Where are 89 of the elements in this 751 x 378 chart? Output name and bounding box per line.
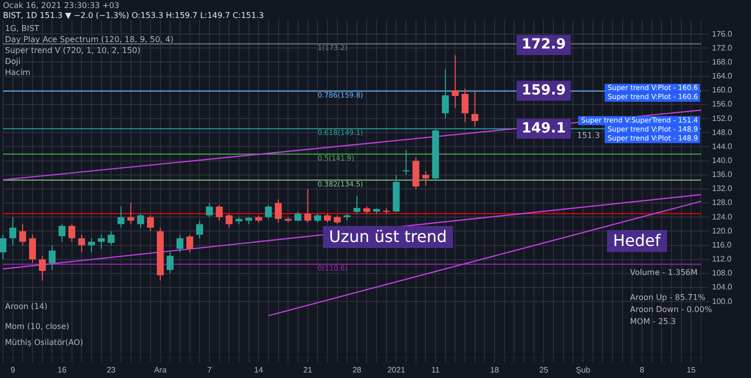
x-tick-label: 9 bbox=[10, 365, 16, 374]
candlestick bbox=[442, 68, 449, 120]
x-tick-label: 28 bbox=[352, 365, 362, 374]
y-tick-label: 104.0 bbox=[712, 282, 733, 292]
annotation: Müthiş Osilatör(AO) bbox=[5, 338, 84, 348]
y-tick-label: 148.0 bbox=[712, 128, 733, 137]
y-tick-label: 176.0 bbox=[712, 29, 733, 38]
annotation: Super trend V (720, 1, 10, 2, 150) bbox=[5, 46, 140, 56]
x-tick-label: 7 bbox=[207, 365, 212, 374]
annotation: Doji bbox=[5, 57, 20, 67]
candlestick bbox=[0, 234, 6, 260]
candlestick bbox=[274, 199, 282, 223]
y-tick-label: 124.0 bbox=[712, 212, 733, 222]
candlestick bbox=[88, 238, 95, 253]
annotation: 159.9 bbox=[522, 82, 566, 98]
candlestick bbox=[196, 220, 204, 239]
annotation: Uzun üst trend bbox=[323, 226, 453, 248]
y-tick-label: 128.0 bbox=[712, 198, 733, 208]
candlestick bbox=[462, 88, 468, 123]
candlestick bbox=[176, 234, 184, 253]
candlestick bbox=[186, 234, 194, 253]
y-tick-label: 144.0 bbox=[712, 142, 733, 151]
annotation: MOM - 25.3 bbox=[630, 317, 676, 327]
candlestick bbox=[48, 244, 56, 270]
y-tick-label: 116.0 bbox=[712, 240, 732, 250]
candlestick bbox=[294, 211, 302, 222]
x-tick-label: 2021 bbox=[387, 365, 406, 374]
y-tick-label: 152.0 bbox=[712, 114, 733, 123]
x-tick-label: Ara bbox=[154, 365, 168, 374]
candlestick bbox=[108, 230, 115, 246]
annotation: Day Play Ace Spectrum (120, 18, 9, 50, 4) bbox=[5, 35, 174, 45]
text: Ocak 16, 2021 23:30:33 +03 bbox=[3, 1, 120, 11]
y-tick-label: 120.0 bbox=[712, 226, 733, 236]
annotation: 151.3 bbox=[577, 131, 600, 141]
candlestick bbox=[304, 188, 312, 223]
x-tick-label: 8 bbox=[640, 365, 645, 374]
x-tick-label: 16 bbox=[58, 365, 67, 374]
y-tick-label: 108.0 bbox=[712, 268, 733, 278]
candlestick bbox=[137, 213, 144, 228]
x-tick-label: 25 bbox=[539, 365, 549, 374]
y-tick-label: 112.0 bbox=[712, 254, 732, 264]
y-tick-label: 160.0 bbox=[712, 86, 733, 95]
x-tick-label: Şub bbox=[576, 365, 591, 374]
annotation: Aroon (14) bbox=[5, 302, 48, 312]
candlestick bbox=[422, 170, 430, 186]
x-tick-label: 23 bbox=[106, 365, 116, 374]
x-tick-label: 21 bbox=[303, 365, 313, 374]
y-tick-label: 136.0 bbox=[712, 170, 733, 180]
annotation: Aroon Up - 85.71% bbox=[630, 293, 706, 303]
y-tick-label: 140.0 bbox=[712, 156, 733, 166]
candlestick bbox=[9, 216, 16, 246]
candlestick bbox=[147, 214, 154, 232]
y-tick-label: 156.0 bbox=[712, 100, 733, 109]
x-tick-label: 14 bbox=[254, 365, 264, 374]
x-tick-label: 11 bbox=[431, 365, 440, 374]
candlestick bbox=[98, 234, 105, 250]
candlestick bbox=[206, 202, 213, 218]
x-tick-label: 15 bbox=[686, 365, 696, 374]
candlestick bbox=[68, 224, 76, 242]
candlestick bbox=[38, 255, 46, 281]
y-tick-label: 164.0 bbox=[712, 72, 733, 81]
text: 1G, BIST bbox=[5, 24, 40, 34]
candlestick bbox=[58, 224, 66, 242]
annotation: Hacim bbox=[5, 68, 30, 78]
candlestick bbox=[78, 234, 86, 253]
y-tick-label: 132.0 bbox=[712, 184, 733, 194]
y-tick-label: 172.0 bbox=[712, 43, 733, 52]
candlestick bbox=[29, 234, 36, 264]
candlestick bbox=[402, 150, 410, 176]
candlestick bbox=[264, 204, 272, 220]
candlestick bbox=[353, 196, 360, 214]
candlestick bbox=[471, 90, 478, 128]
candlestick bbox=[216, 204, 223, 222]
candlestick bbox=[19, 224, 26, 246]
x-tick-label: 18 bbox=[490, 365, 500, 374]
candlestick bbox=[118, 206, 124, 228]
annotation: Aroon Down - 0.00% bbox=[630, 305, 712, 315]
candlestick bbox=[127, 202, 134, 225]
annotation: 149.1 bbox=[522, 120, 566, 136]
candlestick bbox=[452, 54, 459, 108]
annotation: Mom (10, close) bbox=[5, 322, 70, 332]
annotation: 172.9 bbox=[522, 36, 566, 53]
y-tick-label: 168.0 bbox=[712, 57, 733, 66]
annotation: Hedef bbox=[607, 230, 667, 252]
chart-title: BIST, 1D 151.3 ▼ −2.0 (−1.3%) O:153.3 H:159.7 L:149.7 C:151.3 bbox=[3, 11, 264, 21]
annotation: Volume - 1.356M bbox=[630, 268, 698, 278]
candlestick bbox=[166, 252, 174, 274]
candlestick bbox=[226, 213, 233, 228]
y-tick-label: 100.0 bbox=[712, 296, 733, 306]
